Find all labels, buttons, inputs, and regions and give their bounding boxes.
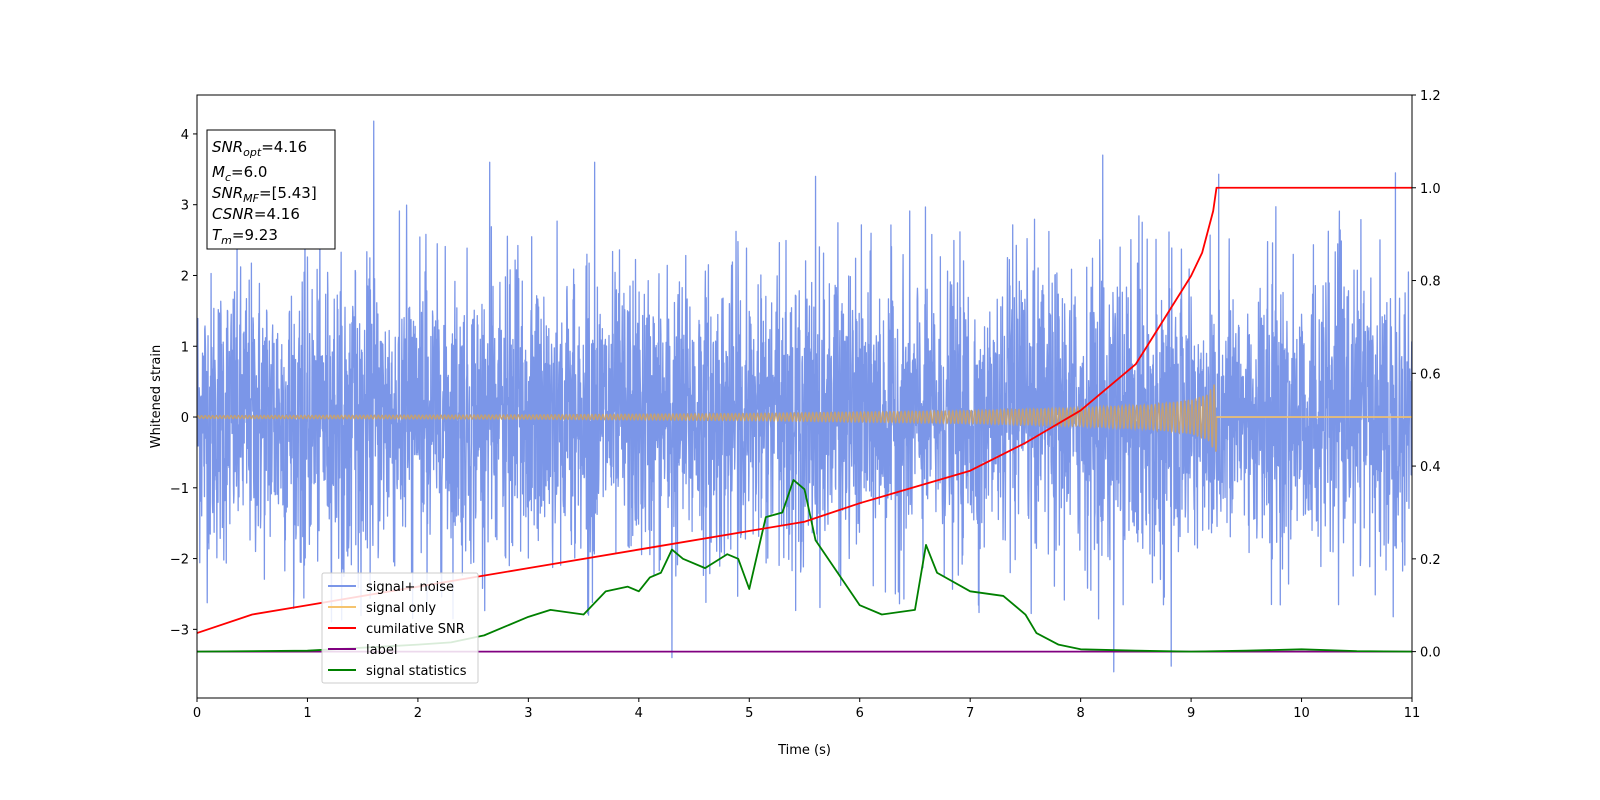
- y2-tick-label: 0.8: [1420, 275, 1441, 290]
- signal-noise-line: [197, 120, 1412, 673]
- signal-only-series: [197, 384, 1412, 452]
- signal-noise-series: [197, 120, 1412, 673]
- signal-statistics-line: [197, 479, 1412, 653]
- annotation-mc: Mc=6.0: [212, 163, 267, 184]
- y2-tick-label: 0.6: [1420, 367, 1441, 382]
- y-tick-label: −3: [170, 623, 189, 638]
- x-tick-label: 3: [524, 706, 532, 721]
- annotation-tm: Tm=9.23: [212, 226, 278, 247]
- x-axis: 0 1 2 3 4 5 6 7 8 9 10 11: [193, 698, 1420, 721]
- y-tick-label: 4: [181, 128, 189, 143]
- x-tick-label: 7: [966, 706, 974, 721]
- y2-tick-label: 0.4: [1420, 460, 1441, 475]
- annotation-snr-opt: SNRopt=4.16: [212, 138, 307, 159]
- signal-only-line: [197, 384, 1412, 452]
- legend-label: signal+ noise: [366, 580, 454, 595]
- x-tick-label: 6: [856, 706, 864, 721]
- y-tick-label: −1: [170, 482, 189, 497]
- x-tick-label: 1: [303, 706, 311, 721]
- x-tick-label: 2: [414, 706, 422, 721]
- x-tick-label: 5: [745, 706, 753, 721]
- x-axis-label: Time (s): [777, 743, 831, 758]
- y2-tick-label: 0.2: [1420, 553, 1441, 568]
- legend-label: label: [366, 643, 397, 658]
- y2-tick-label: 1.2: [1420, 89, 1441, 104]
- legend: signal+ noise signal only cumilative SNR la…: [321, 572, 479, 684]
- x-tick-label: 0: [193, 706, 201, 721]
- y-tick-label: −2: [170, 553, 189, 568]
- x-tick-label: 9: [1187, 706, 1195, 721]
- y2-tick-label: 0.0: [1420, 646, 1441, 661]
- annotation-csnr: CSNR=4.16: [212, 205, 300, 223]
- legend-label: signal statistics: [366, 664, 467, 679]
- annotation-snr-mf: SNRMF=[5.43]: [212, 184, 317, 205]
- plot-frame: [196, 94, 1413, 699]
- y-axis-left: −3 −2 −1 0 1 2 3 4: [170, 128, 197, 638]
- y-axis-right: 0.0 0.2 0.4 0.6 0.8 1.0 1.2: [1412, 89, 1441, 661]
- y-axis-label: Whitened strain: [149, 345, 164, 448]
- y-tick-label: 0: [181, 411, 189, 426]
- x-tick-label: 4: [635, 706, 643, 721]
- x-tick-label: 8: [1076, 706, 1084, 721]
- x-tick-label: 10: [1293, 706, 1310, 721]
- y-tick-label: 1: [181, 340, 189, 355]
- legend-label: cumilative SNR: [366, 622, 465, 637]
- annotation-box: SNRopt=4.16 Mc=6.0 SNRMF=[5.43] CSNR=4.1…: [206, 129, 336, 250]
- x-tick-label: 11: [1404, 706, 1421, 721]
- y-tick-label: 2: [181, 269, 189, 284]
- legend-label: signal only: [366, 601, 436, 616]
- y-tick-label: 3: [181, 199, 189, 214]
- y2-tick-label: 1.0: [1420, 182, 1441, 197]
